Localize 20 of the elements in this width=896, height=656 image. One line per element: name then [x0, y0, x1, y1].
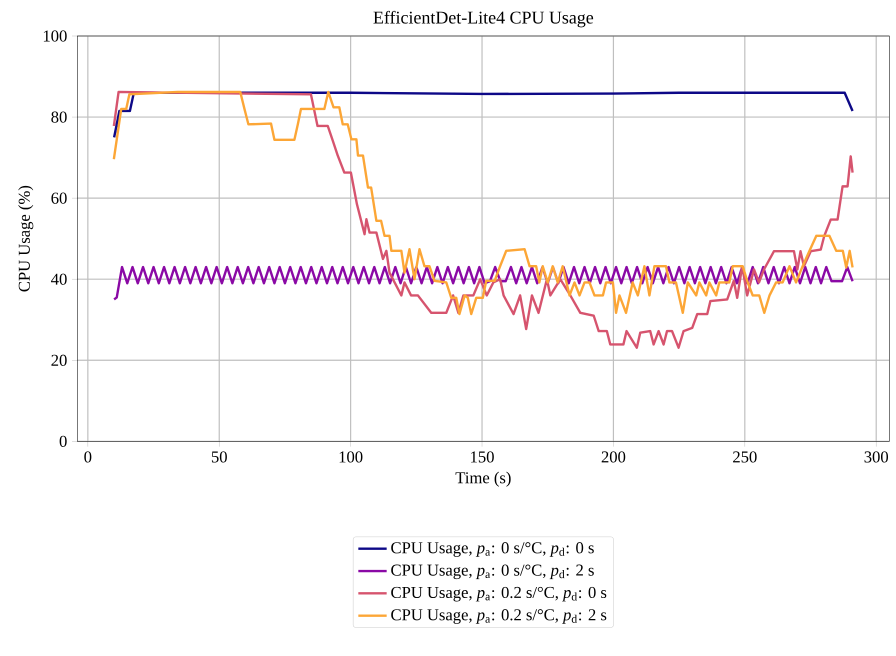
y-tick-label: 60: [51, 192, 67, 204]
x-tick-label: 150: [471, 451, 494, 463]
y-tick-label: 100: [44, 30, 67, 42]
y-axis-title: CPU Usage (%): [18, 186, 34, 292]
chart-title: EfficientDet-Lite4 CPU Usage: [373, 10, 594, 28]
x-tick-label: 50: [212, 451, 227, 463]
legend-label: CPU Usage, p$_{a}$: 0.2 s/°C, p$_{d}$: 2 s: [391, 609, 606, 624]
x-tick-label: 0: [84, 451, 92, 463]
x-axis-title: Time (s): [456, 472, 511, 487]
x-tick-label: 250: [733, 451, 757, 463]
y-tick-label: 40: [51, 274, 67, 285]
y-tick-label: 0: [60, 436, 67, 447]
legend-label: CPU Usage, p$_{a}$: 0 s/°C, p$_{d}$: 0 s: [391, 542, 594, 557]
y-tick-label: 80: [51, 111, 67, 123]
x-tick-label: 300: [864, 451, 888, 463]
y-tick-label: 20: [51, 354, 67, 366]
legend-label: CPU Usage, p$_{a}$: 0 s/°C, p$_{d}$: 2 s: [391, 564, 594, 580]
legend-label: CPU Usage, p$_{a}$: 0.2 s/°C, p$_{d}$: 0 s: [391, 586, 606, 602]
x-tick-label: 200: [602, 451, 626, 463]
x-tick-label: 100: [340, 451, 362, 463]
